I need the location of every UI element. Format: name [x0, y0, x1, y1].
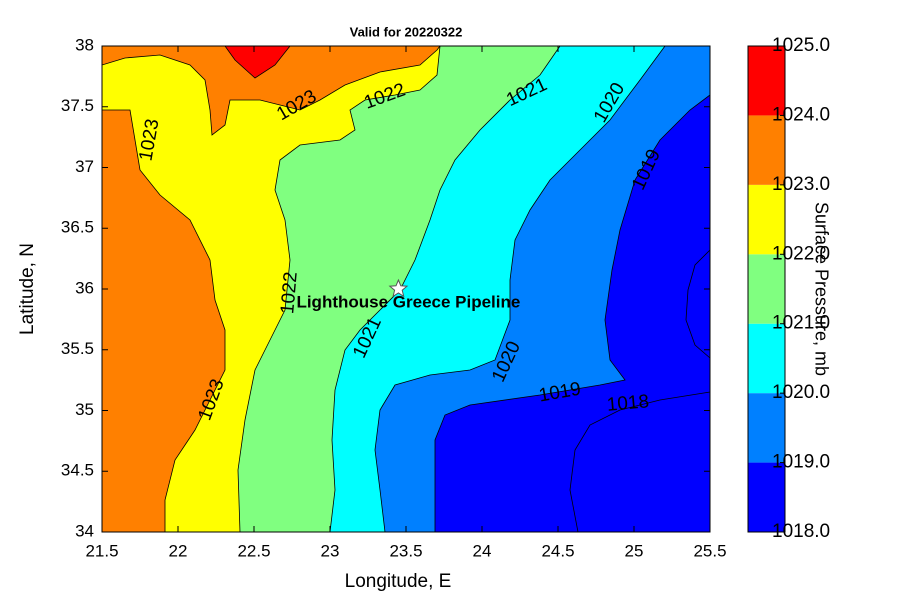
colorbar-tick-label: 1021.0 — [772, 313, 830, 334]
x-axis-label: Longitude, E — [345, 571, 452, 592]
colorbar-frame — [747, 45, 786, 533]
colorbar-tick-label: 1024.0 — [772, 104, 830, 125]
y-tick-label: 36 — [75, 278, 94, 297]
contour-label: 1022 — [277, 271, 302, 315]
x-tick-label: 21.5 — [85, 541, 118, 560]
colorbar-tick-label: 1020.0 — [772, 382, 830, 403]
x-tick-label: 23 — [321, 541, 340, 560]
chart-title: Valid for 20220322 — [350, 24, 463, 39]
colorbar-segment — [748, 323, 785, 394]
contour-line — [569, 391, 711, 533]
location-marker — [388, 278, 409, 298]
colorbar-segment — [748, 184, 785, 255]
y-tick-label: 35.5 — [61, 339, 94, 358]
colorbar-tick-label: 1025.0 — [772, 35, 830, 56]
x-tick-label: 23.5 — [389, 541, 422, 560]
x-tick-label: 24.5 — [541, 541, 574, 560]
y-tick-label: 38 — [75, 35, 94, 54]
y-tick-label: 35 — [75, 400, 94, 419]
colorbar-tick-label: 1018.0 — [772, 521, 830, 542]
contour-lines — [569, 249, 711, 533]
x-tick-label: 24 — [473, 541, 492, 560]
colorbar-segment — [748, 462, 785, 532]
y-tick-label: 36.5 — [61, 218, 94, 237]
contour-region — [101, 109, 226, 533]
colorbar-segment — [748, 46, 785, 116]
x-tick-label: 22 — [169, 541, 188, 560]
colorbar-label: Surface Pressure, mb — [811, 202, 831, 376]
y-axis-label: Latitude, N — [17, 243, 38, 335]
colorbar-segment — [748, 254, 785, 324]
colorbar-tick-label: 1019.0 — [772, 452, 830, 473]
marker-label: Lighthouse Greece Pipeline — [296, 292, 520, 311]
x-tick-label: 25.5 — [693, 541, 726, 560]
contour-regions — [101, 45, 711, 533]
colorbar-segment — [748, 115, 785, 185]
colorbar-segment — [748, 393, 785, 463]
colorbar-tick-label: 1022.0 — [772, 243, 830, 264]
contour-label: 1018 — [606, 391, 650, 416]
y-tick-label: 34 — [75, 521, 94, 540]
contour-region — [101, 45, 441, 136]
y-tick-label: 37 — [75, 157, 94, 176]
y-tick-label: 34.5 — [61, 461, 94, 480]
colorbar-tick-label: 1023.0 — [772, 174, 830, 195]
x-tick-label: 22.5 — [237, 541, 270, 560]
contour-line — [685, 249, 711, 359]
y-tick-label: 37.5 — [61, 96, 94, 115]
x-tick-label: 25 — [625, 541, 644, 560]
